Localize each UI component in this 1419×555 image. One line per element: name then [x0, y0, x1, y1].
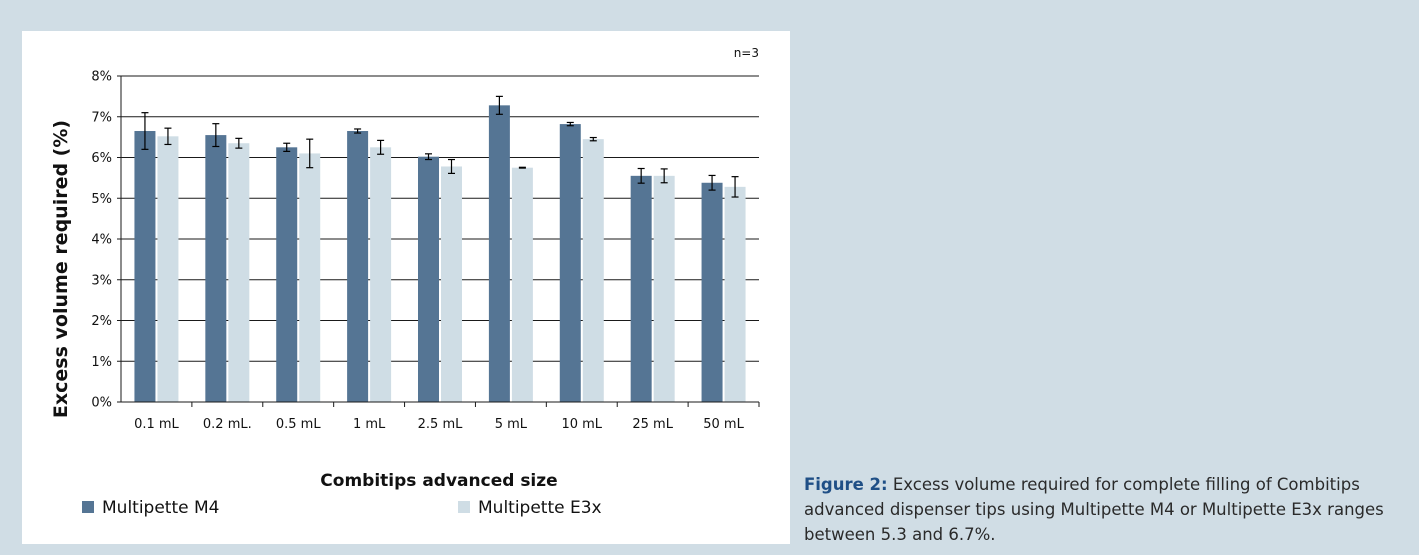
bar — [724, 186, 746, 402]
y-tick-label: 2% — [91, 314, 112, 329]
bar — [488, 105, 510, 402]
x-tick-label: 5 mL — [495, 417, 528, 432]
bar — [511, 167, 533, 402]
bar — [441, 166, 462, 402]
caption-label: Figure 2: — [804, 475, 888, 494]
legend-swatch — [458, 501, 470, 513]
y-tick-label: 7% — [91, 110, 112, 125]
bar — [228, 143, 250, 403]
bar — [653, 175, 675, 402]
legend-swatch — [82, 501, 94, 513]
bar — [559, 124, 581, 403]
x-tick-label: 25 mL — [632, 417, 673, 432]
y-tick-label: 3% — [91, 273, 112, 288]
bar — [582, 139, 604, 402]
y-tick-label: 1% — [91, 355, 112, 370]
tick-labels: 0% 1% 2% 3% 4% 5% 6% 7% 8% 0.1 mL 0.2 mL. 0.5 mL 1 m… — [91, 70, 744, 433]
bar — [299, 153, 321, 402]
bar — [418, 156, 439, 402]
bar — [205, 135, 227, 402]
bars — [134, 105, 746, 403]
bar — [630, 175, 652, 402]
x-tick-label: 50 mL — [703, 417, 744, 432]
axes — [117, 75, 760, 407]
bar-chart: 0% 1% 2% 3% 4% 5% 6% 7% 8% 0.1 mL 0.2 mL. 0.5 mL 1 m… — [50, 46, 760, 518]
y-tick-label: 8% — [91, 70, 112, 85]
bar — [370, 147, 392, 402]
x-axis-title: Combitips advanced size — [320, 471, 557, 491]
legend-label: Multipette E3x — [478, 498, 602, 518]
chart-panel: 0% 1% 2% 3% 4% 5% 6% 7% 8% 0.1 mL 0.2 mL. 0.5 mL 1 m… — [22, 31, 790, 544]
legend-label: Multipette M4 — [102, 498, 219, 518]
y-tick-label: 4% — [91, 233, 112, 248]
bar — [347, 131, 369, 402]
error-bars — [141, 95, 739, 198]
legend: Multipette M4 Multipette E3x — [82, 498, 602, 518]
x-tick-label: 0.5 mL — [276, 417, 321, 432]
bar — [276, 147, 298, 402]
y-tick-label: 5% — [91, 192, 112, 207]
y-axis-title: Excess volume required (%) — [50, 120, 72, 418]
gridlines — [121, 75, 759, 362]
caption-text: Excess volume required for complete fill… — [804, 475, 1384, 544]
x-tick-label: 1 mL — [353, 417, 386, 432]
y-tick-label: 6% — [91, 151, 112, 166]
bar — [157, 136, 179, 402]
sample-size-annotation: n=3 — [734, 46, 759, 60]
x-tick-label: 0.1 mL — [134, 417, 179, 432]
bar — [134, 131, 156, 402]
x-tick-label: 0.2 mL. — [203, 417, 252, 432]
y-tick-label: 0% — [91, 396, 112, 411]
figure-caption: Figure 2: Excess volume required for com… — [804, 472, 1404, 547]
x-tick-label: 10 mL — [561, 417, 602, 432]
bar — [701, 182, 723, 402]
x-tick-label: 2.5 mL — [418, 417, 463, 432]
